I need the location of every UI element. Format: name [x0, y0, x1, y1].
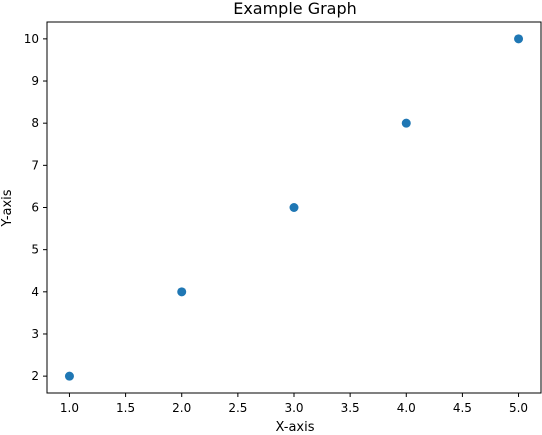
y-tick-label: 10 [24, 32, 39, 46]
x-tick-label: 4.0 [397, 401, 416, 415]
y-tick-label: 6 [31, 201, 39, 215]
data-points [64, 34, 524, 381]
x-tick-label: 2.5 [228, 401, 247, 415]
y-tick-label: 3 [31, 327, 39, 341]
x-axis-label: X-axis [276, 420, 315, 435]
x-tick-label: 3.0 [284, 401, 303, 415]
plot-area: 1.0 1.5 2.0 2.5 3.0 3.5 4.0 4.5 5.0 2 3 4 5 6 7 8 9 10 [24, 21, 542, 415]
x-tick-label: 2.0 [172, 401, 191, 415]
x-tick-label: 3.5 [341, 401, 360, 415]
y-tick-label: 8 [31, 116, 39, 130]
x-tick-label: 4.5 [453, 401, 472, 415]
y-tick-label: 5 [31, 243, 39, 257]
data-point [177, 287, 187, 297]
y-tick-label: 7 [31, 158, 39, 172]
x-tick-label: 1.0 [60, 401, 79, 415]
y-axis-label: Y-axis [0, 189, 15, 227]
chart-title: Example Graph [233, 0, 357, 18]
x-tick-label: 1.5 [116, 401, 135, 415]
data-point [514, 34, 524, 44]
y-tick-label: 2 [31, 369, 39, 383]
data-point [289, 203, 299, 212]
data-point [64, 371, 74, 381]
x-axis-ticks: 1.0 1.5 2.0 2.5 3.0 3.5 4.0 4.5 5.0 [60, 393, 528, 415]
y-tick-label: 9 [31, 74, 39, 88]
data-point [401, 118, 411, 128]
x-tick-label: 5.0 [509, 401, 528, 415]
y-tick-label: 4 [31, 285, 39, 299]
y-axis-ticks: 2 3 4 5 6 7 8 9 10 [24, 32, 47, 383]
